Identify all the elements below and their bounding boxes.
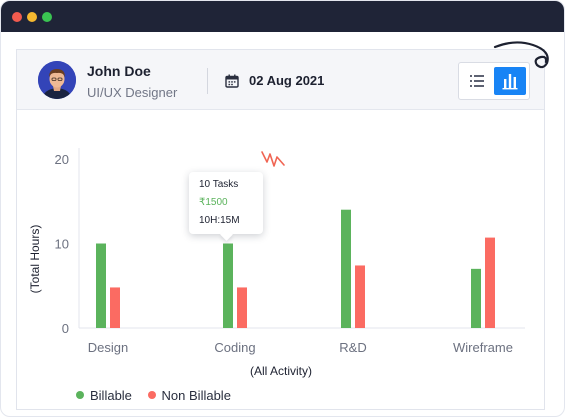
sparkle-decoration-icon <box>261 151 285 167</box>
bar-non-billable-wireframe[interactable] <box>485 237 495 328</box>
legend-label-billable: Billable <box>90 388 132 403</box>
calendar-icon <box>225 74 239 88</box>
tooltip-time: 10H:15M <box>199 215 240 226</box>
legend-item-non-billable[interactable]: Non Billable <box>147 388 231 403</box>
close-window-button[interactable] <box>12 12 22 22</box>
bar-non-billable-design[interactable] <box>110 287 120 328</box>
header-divider <box>207 68 208 94</box>
x-tick-label: Design <box>88 340 128 355</box>
bar-tooltip: 10 Tasks ₹1500 10H:15M <box>189 172 263 234</box>
x-tick-label: Coding <box>214 340 255 355</box>
maximize-window-button[interactable] <box>42 12 52 22</box>
bar-billable-rd[interactable] <box>341 209 351 328</box>
list-icon <box>470 75 484 87</box>
x-axis-label: (All Activity) <box>250 364 312 378</box>
activity-card: John Doe UI/UX Designer 02 Aug 2021 <box>16 49 545 410</box>
date-display: 02 Aug 2021 <box>249 73 325 88</box>
card-header: John Doe UI/UX Designer 02 Aug 2021 <box>17 50 544 110</box>
tooltip-tasks: 10 Tasks <box>199 179 239 190</box>
x-tick-label: Wireframe <box>453 340 513 355</box>
bar-chart-icon <box>502 74 518 90</box>
chart-view-button[interactable] <box>494 67 526 95</box>
y-axis-label: (Total Hours) <box>28 225 42 294</box>
user-name: John Doe <box>87 63 151 79</box>
avatar[interactable] <box>38 61 76 99</box>
bar-non-billable-coding[interactable] <box>237 287 247 328</box>
legend-dot-billable <box>76 391 84 399</box>
list-view-button[interactable] <box>463 67 491 95</box>
minimize-window-button[interactable] <box>27 12 37 22</box>
bar-billable-wireframe[interactable] <box>471 268 481 328</box>
bar-billable-coding[interactable] <box>223 243 233 329</box>
user-role: UI/UX Designer <box>87 85 178 100</box>
tooltip-amount: ₹1500 <box>199 197 228 208</box>
window-titlebar <box>1 1 564 32</box>
bar-non-billable-rd[interactable] <box>355 265 365 328</box>
y-tick-label: 20 <box>55 152 69 167</box>
y-tick-label: 10 <box>55 237 69 252</box>
chart-legend: Billable Non Billable <box>76 388 243 404</box>
y-tick-label: 0 <box>62 321 69 336</box>
bar-billable-design[interactable] <box>96 243 106 329</box>
legend-dot-non-billable <box>147 391 156 399</box>
x-tick-label: R&D <box>339 340 366 355</box>
legend-item-billable[interactable]: Billable <box>76 388 132 403</box>
view-toggle <box>458 62 530 100</box>
legend-label-non-billable: Non Billable <box>161 388 231 403</box>
squiggle-decoration-icon <box>493 41 549 69</box>
